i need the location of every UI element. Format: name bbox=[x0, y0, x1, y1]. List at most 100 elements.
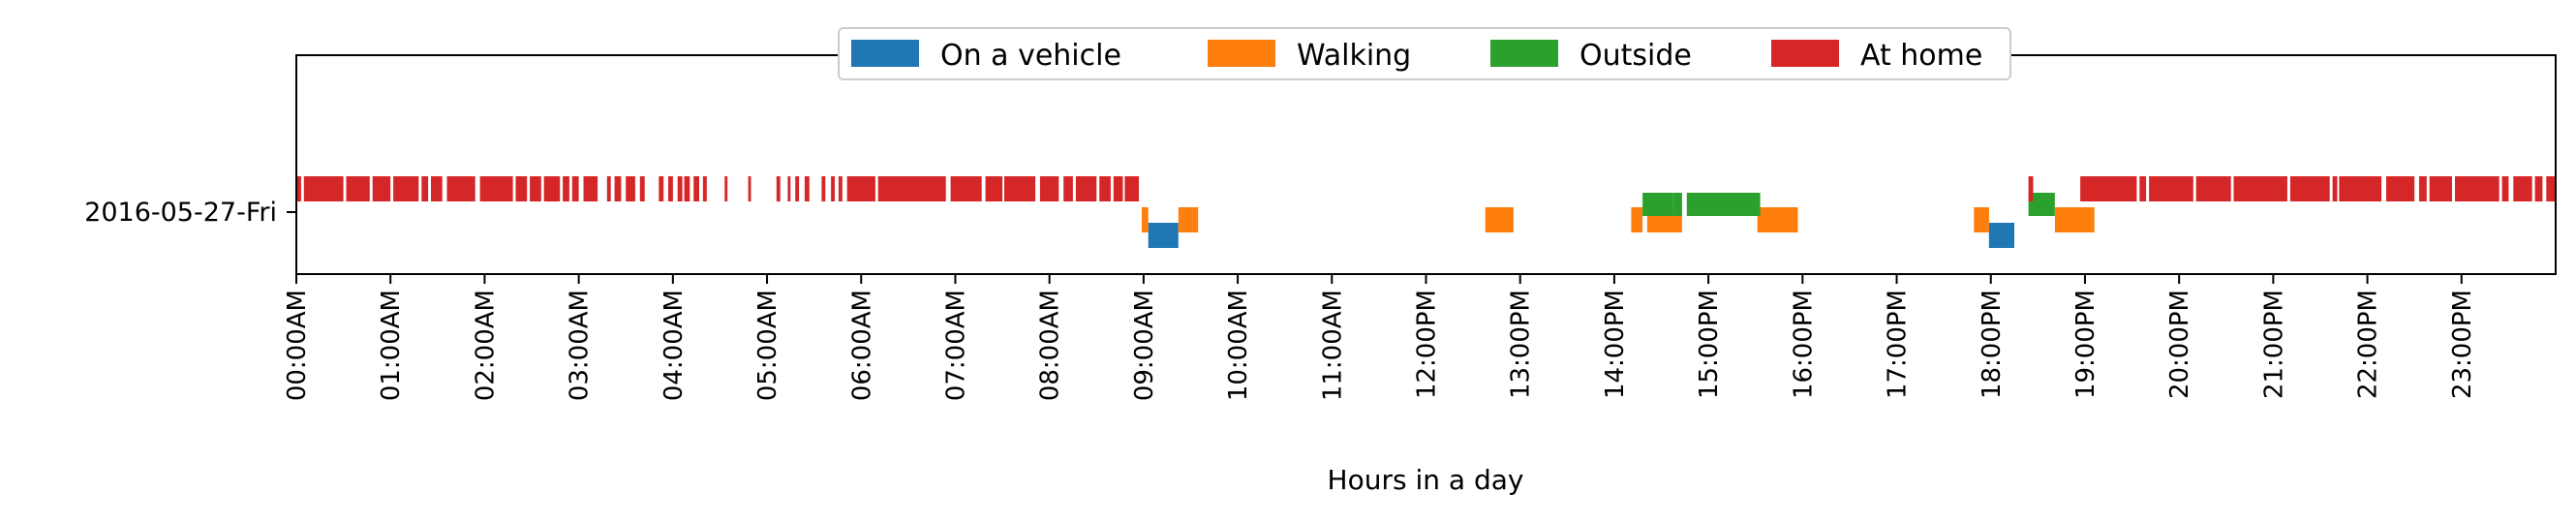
interval-bar bbox=[1178, 207, 1199, 232]
legend-item: Outside bbox=[1490, 39, 1692, 73]
interval-bar bbox=[2233, 176, 2287, 201]
interval-bar bbox=[2386, 176, 2415, 201]
x-tick-label: 04:00AM bbox=[659, 290, 689, 401]
interval-bar bbox=[2501, 176, 2509, 201]
x-tick-label: 08:00AM bbox=[1036, 290, 1065, 401]
series-walking bbox=[1141, 207, 2095, 232]
interval-bar bbox=[1757, 207, 1798, 232]
legend-swatch bbox=[851, 40, 919, 67]
interval-bar bbox=[1124, 176, 1139, 201]
interval-bar bbox=[393, 176, 419, 201]
interval-bar bbox=[1686, 193, 1761, 216]
x-tick-label: 19:00PM bbox=[2071, 290, 2101, 399]
interval-bar bbox=[838, 176, 843, 201]
x-tick-label: 06:00AM bbox=[847, 290, 876, 401]
interval-bar bbox=[446, 176, 475, 201]
interval-bar bbox=[950, 176, 982, 201]
x-tick-label: 07:00AM bbox=[941, 290, 970, 401]
interval-bar bbox=[2289, 176, 2330, 201]
x-tick-label: 01:00AM bbox=[377, 290, 406, 401]
interval-bar bbox=[479, 176, 513, 201]
interval-bar bbox=[1075, 176, 1097, 201]
x-tick-label: 09:00AM bbox=[1130, 290, 1159, 401]
legend-label: Outside bbox=[1579, 39, 1692, 73]
x-tick-label: 00:00AM bbox=[283, 290, 312, 401]
x-tick-label: 02:00AM bbox=[471, 290, 500, 401]
interval-bar bbox=[421, 176, 429, 201]
x-tick-label: 11:00AM bbox=[1318, 290, 1347, 401]
interval-bar bbox=[614, 176, 622, 201]
interval-bar bbox=[431, 176, 443, 201]
interval-bar bbox=[821, 176, 826, 201]
interval-bar bbox=[1141, 207, 1149, 232]
interval-bar bbox=[2455, 176, 2499, 201]
x-tick-label: 21:00PM bbox=[2259, 290, 2288, 399]
interval-bar bbox=[831, 176, 835, 201]
series-on-a-vehicle bbox=[1148, 223, 2014, 248]
y-axis: 2016-05-27-Fri bbox=[84, 198, 296, 228]
plot-frame bbox=[295, 54, 2557, 275]
legend-label: Walking bbox=[1297, 39, 1411, 73]
x-tick-label: 13:00PM bbox=[1507, 290, 1536, 399]
legend: On a vehicle Walking Outside At home bbox=[838, 27, 2011, 80]
interval-bar bbox=[515, 176, 528, 201]
interval-bar bbox=[372, 176, 391, 201]
y-category-label: 2016-05-27-Fri bbox=[84, 198, 277, 228]
interval-bar bbox=[684, 176, 690, 201]
interval-bar bbox=[563, 176, 569, 201]
x-axis-label: Hours in a day bbox=[1328, 464, 1524, 496]
interval-bar bbox=[639, 176, 645, 201]
interval-bar bbox=[787, 176, 791, 201]
interval-bar bbox=[2149, 176, 2193, 201]
legend-swatch bbox=[1208, 40, 1275, 67]
interval-bar bbox=[2028, 176, 2034, 201]
series-at-home bbox=[296, 176, 2556, 201]
interval-bar bbox=[2195, 176, 2231, 201]
interval-bar bbox=[2139, 176, 2147, 201]
interval-bar bbox=[1113, 176, 1123, 201]
x-tick-label: 20:00PM bbox=[2165, 290, 2194, 399]
interval-bar bbox=[543, 176, 561, 201]
interval-bar bbox=[668, 176, 673, 201]
legend-label: On a vehicle bbox=[940, 39, 1121, 73]
interval-bar bbox=[724, 176, 728, 201]
interval-bar bbox=[1039, 176, 1059, 201]
interval-bar bbox=[877, 176, 946, 201]
interval-bar bbox=[795, 176, 800, 201]
x-tick-label: 17:00PM bbox=[1884, 290, 1913, 399]
interval-bar bbox=[2534, 176, 2543, 201]
plot-area bbox=[296, 176, 2556, 248]
interval-bar bbox=[346, 176, 370, 201]
legend-item: At home bbox=[1771, 39, 1982, 73]
interval-bar bbox=[1974, 207, 1989, 232]
interval-bar bbox=[677, 176, 683, 201]
legend-swatch bbox=[1771, 40, 1839, 67]
interval-bar bbox=[1148, 223, 1179, 248]
interval-bar bbox=[2080, 176, 2137, 201]
series-outside bbox=[1642, 193, 2055, 216]
x-tick-label: 10:00AM bbox=[1224, 290, 1253, 401]
interval-bar bbox=[2429, 176, 2452, 201]
interval-bar bbox=[2054, 207, 2095, 232]
interval-bar bbox=[1099, 176, 1111, 201]
interval-bar bbox=[2513, 176, 2532, 201]
interval-bar bbox=[846, 176, 875, 201]
interval-bar bbox=[776, 176, 781, 201]
x-axis: 00:00AM 01:00AM 02:00AM 03:00AM 04:00AM 05:00… bbox=[283, 274, 2477, 401]
legend-item: On a vehicle bbox=[851, 39, 1121, 73]
interval-bar bbox=[2339, 176, 2382, 201]
interval-bar bbox=[1485, 207, 1514, 232]
interval-bar bbox=[748, 176, 751, 201]
x-tick-label: 12:00PM bbox=[1413, 290, 1442, 399]
x-tick-label: 05:00AM bbox=[753, 290, 782, 401]
x-tick-label: 16:00PM bbox=[1789, 290, 1818, 399]
x-tick-label: 14:00PM bbox=[1601, 290, 1630, 399]
interval-bar bbox=[2332, 176, 2338, 201]
interval-bar bbox=[626, 176, 635, 201]
interval-bar bbox=[1672, 193, 1682, 216]
interval-bar bbox=[1004, 176, 1036, 201]
interval-bar bbox=[1631, 207, 1643, 232]
legend-swatch bbox=[1490, 40, 1558, 67]
legend-label: At home bbox=[1860, 39, 1982, 73]
